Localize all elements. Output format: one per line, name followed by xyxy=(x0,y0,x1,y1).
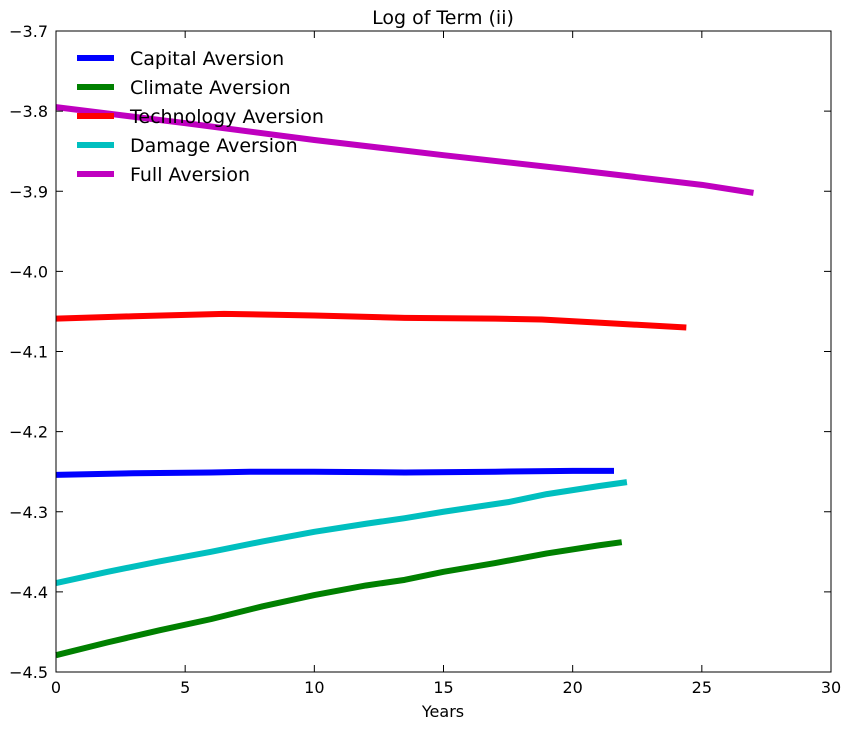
legend-label-3: Damage Aversion xyxy=(130,135,298,157)
series-line-4 xyxy=(55,104,754,196)
series-line-3 xyxy=(55,479,628,586)
y-tick-label: −4.4 xyxy=(9,583,48,602)
x-tick-label: 15 xyxy=(433,678,453,697)
legend-label-0: Capital Aversion xyxy=(130,48,284,70)
series-line-0 xyxy=(55,467,614,478)
x-tick-label: 10 xyxy=(304,678,324,697)
legend: Capital Aversion Climate Aversion Technolo… xyxy=(77,48,324,186)
chart-title: Log of Term (ii) xyxy=(372,7,514,29)
axis-ticks: 0 5 10 15 20 25 30 −3.7 −3.8 −3.9 −4.0 −4.1 −4.2 −4.3… xyxy=(9,22,841,697)
x-tick-label: 20 xyxy=(562,678,582,697)
series-line-2 xyxy=(55,310,687,331)
y-tick-label: −3.7 xyxy=(9,22,48,41)
y-tick-label: −3.9 xyxy=(9,182,48,201)
x-tick-label: 5 xyxy=(180,678,190,697)
x-tick-label: 0 xyxy=(51,678,61,697)
legend-label-1: Climate Aversion xyxy=(130,77,291,99)
y-tick-label: −3.8 xyxy=(9,102,48,121)
y-tick-label: −4.2 xyxy=(9,423,48,442)
x-axis-label: Years xyxy=(421,702,464,721)
series-line-1 xyxy=(55,539,623,659)
legend-label-4: Full Aversion xyxy=(130,164,250,186)
y-tick-label: −4.5 xyxy=(9,663,48,682)
series-lines xyxy=(55,104,754,659)
y-tick-label: −4.3 xyxy=(9,503,48,522)
y-tick-label: −4.0 xyxy=(9,262,48,281)
x-tick-label: 30 xyxy=(821,678,841,697)
x-tick-label: 25 xyxy=(692,678,712,697)
legend-label-2: Technology Aversion xyxy=(129,106,324,128)
y-tick-label: −4.1 xyxy=(9,343,48,362)
